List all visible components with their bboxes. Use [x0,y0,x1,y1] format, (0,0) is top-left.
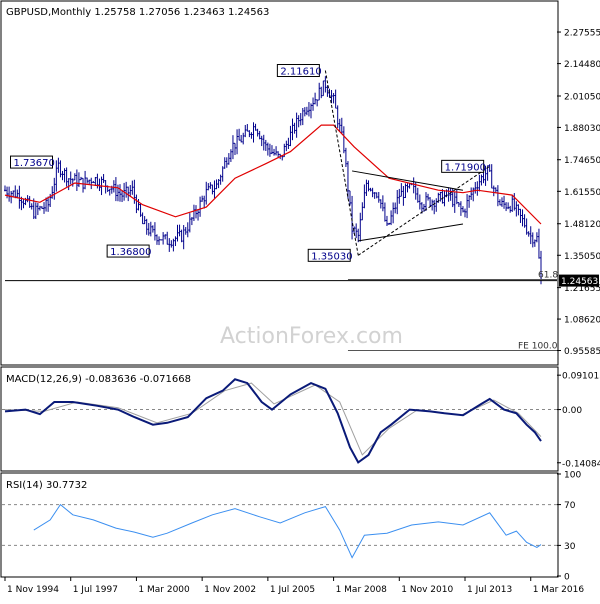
rsi-y-tick-label: 30 [564,542,576,552]
rsi-panel: 100 70 30 0 [2,471,581,583]
moving-average-line [4,124,542,225]
x-tick-label: 1 Jul 2013 [467,585,512,595]
price-label-box [441,159,485,173]
price-y-tick-label: 1.88030 [564,124,600,134]
rsi-line [33,503,542,559]
x-tick-label: 1 Mar 2016 [533,585,585,595]
last-price-box [559,274,599,287]
triangle-lower-line [358,223,464,242]
macd-line [4,378,542,464]
x-tick-label: 1 Nov 1994 [7,585,59,595]
x-tick-label: 1 Mar 2008 [336,585,388,595]
macd-y-tick-label: 0.00 [562,406,582,416]
macd-title: MACD(12,26,9) -0.083636 -0.071668 [6,374,191,385]
chart-header: GBPUSD,Monthly 1.25758 1.27056 1.23463 1… [6,7,269,18]
projection-dashed-line [357,165,490,256]
price-label-text: 1.73670 [14,158,55,169]
price-label-box [10,155,54,169]
macd-panel-frame [0,366,559,472]
macd-y-tick-label: -0.140843 [562,459,600,469]
price-y-tick-label: 2.14480 [564,60,600,70]
x-tick-label: 1 Jul 2005 [270,585,315,595]
price-y-tick-label: 0.95585 [564,347,600,357]
price-label-box [106,244,150,258]
macd-signal-line [4,382,542,456]
price-label-text: 1.36800 [110,247,151,258]
x-tick-label: 1 Jul 1997 [73,585,118,595]
price-y-tick-label: 1.35050 [564,252,600,262]
rsi-y-tick-label: 70 [564,501,576,511]
rsi-y-tick-label: 0 [564,573,570,583]
price-y-tick-label: 2.27555 [564,29,600,39]
price-y-tick-label: 1.74650 [564,156,600,166]
rsi-title: RSI(14) 30.7732 [6,480,87,491]
x-tick-label: 1 Nov 2002 [204,585,256,595]
price-y-tick-label: 1.21655 [564,284,600,294]
price-y-tick-label: 1.48120 [564,220,600,230]
price-label-box [276,64,320,78]
price-label-text: 1.71900 [445,162,486,173]
price-y-tick-label: 1.61550 [564,188,600,198]
candles [4,76,542,285]
price-label-text: 2.11610 [280,67,321,78]
price-label-text: 1.35030 [311,251,352,262]
fib-618-label: 61.8 [538,271,558,281]
macd-panel: 0.091015 0.00 -0.140843 [2,372,600,469]
rsi-y-tick-label: 100 [564,471,581,481]
x-tick-label: 1 Mar 2000 [138,585,190,595]
price-y-tick-label: 1.08620 [564,316,600,326]
price-label-box [307,248,351,262]
last-price-label: 1.24563 [561,277,598,287]
rsi-panel-frame [0,472,559,578]
projection-dashed-line [324,70,359,256]
price-panel-frame [0,0,559,366]
x-tick-label: 1 Nov 2010 [401,585,453,595]
macd-y-tick-label: 0.091015 [562,372,600,382]
fe-100-label: FE 100.0 [518,342,558,352]
x-axis: 1 Nov 1994 1 Jul 1997 1 Mar 2000 1 Nov 2002… [4,577,585,595]
watermark: ActionForex.com [220,324,403,349]
price-y-tick-label: 2.01050 [564,92,600,102]
triangle-upper-line [351,170,464,191]
price-panel: 2.27555 2.14480 2.01050 1.88030 1.74650 1.615… [4,29,600,357]
